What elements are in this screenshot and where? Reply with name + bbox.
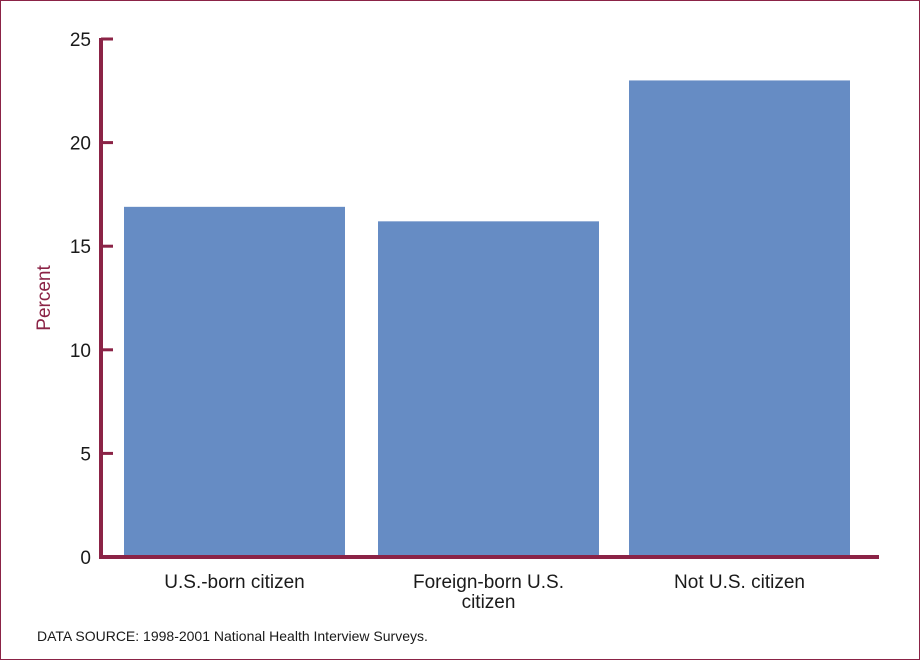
x-category-label-3: Not U.S. citizen	[674, 572, 805, 593]
x-category-label-2: Foreign-born U.S. citizen	[413, 572, 564, 613]
y-tick-label-0: 0	[80, 548, 91, 569]
data-source-note: DATA SOURCE: 1998-2001 National Health I…	[37, 628, 428, 644]
bar-3	[629, 80, 850, 557]
y-tick-label-5: 5	[80, 444, 91, 465]
y-tick-label-15: 15	[70, 237, 91, 258]
y-tick-label-10: 10	[70, 341, 91, 362]
x-category-label-1: U.S.-born citizen	[164, 572, 304, 593]
y-axis-title: Percent	[34, 265, 55, 331]
y-tick-label-20: 20	[70, 134, 91, 155]
bar-2	[378, 221, 599, 557]
bar-1	[124, 206, 345, 557]
y-tick-label-25: 25	[70, 30, 91, 51]
